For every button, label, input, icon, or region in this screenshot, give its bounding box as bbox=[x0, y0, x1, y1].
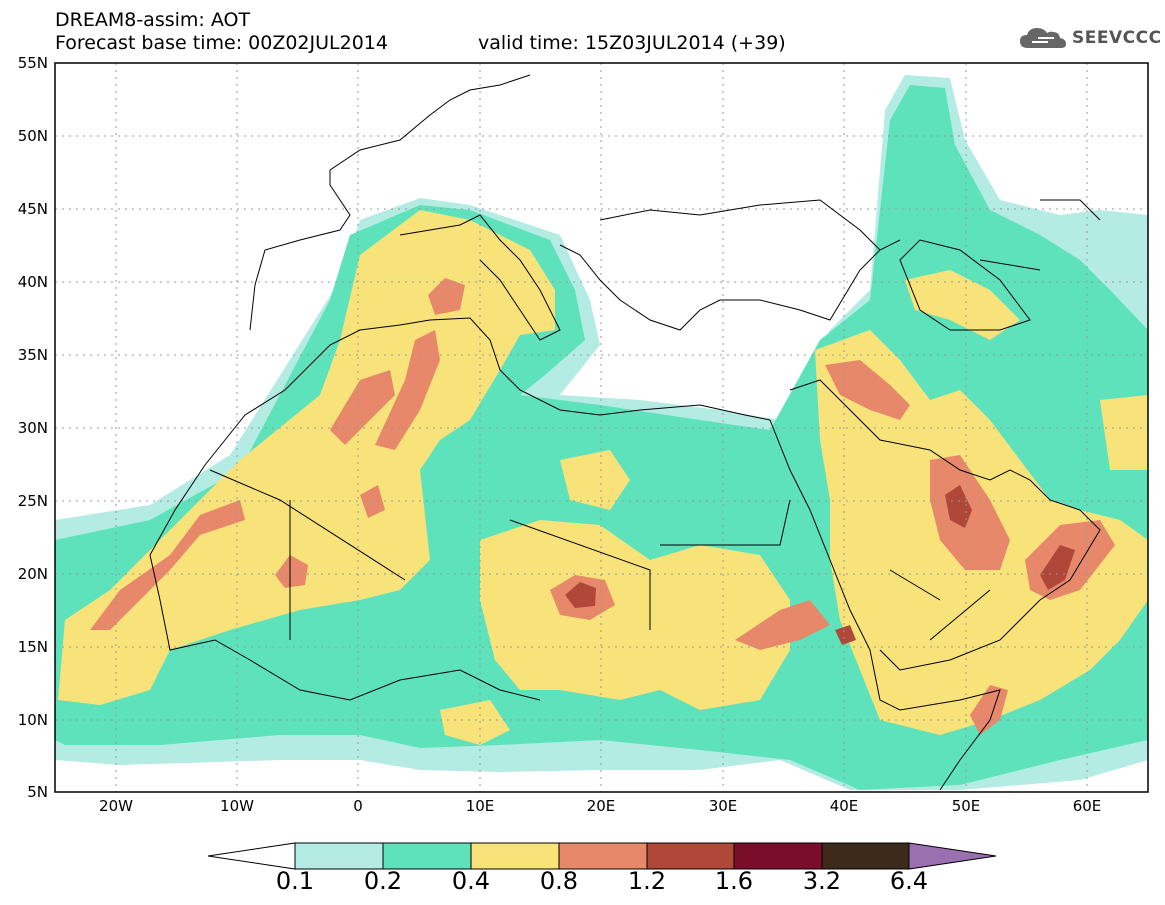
lon-tick-label: 50E bbox=[951, 797, 981, 815]
lat-tick-label: 25N bbox=[17, 492, 48, 510]
cloud-icon bbox=[1020, 28, 1066, 48]
aot-region-0.8 bbox=[330, 370, 395, 445]
aot-region-0.4 bbox=[1100, 395, 1148, 470]
lat-tick-label: 20N bbox=[17, 565, 48, 583]
coastlines bbox=[149, 74, 1101, 791]
lat-tick-label: 35N bbox=[17, 346, 48, 364]
lat-tick-label: 45N bbox=[17, 200, 48, 218]
lon-tick-label: 0 bbox=[353, 797, 363, 815]
aot-region-0.8 bbox=[375, 330, 440, 450]
colorbar-over-arrow bbox=[908, 842, 997, 870]
lon-tick-label: 60E bbox=[1072, 797, 1102, 815]
lat-tick-label: 30N bbox=[17, 419, 48, 437]
lat-tick-label: 40N bbox=[17, 273, 48, 291]
aot-region-0.8 bbox=[428, 278, 465, 315]
aot-region-0.8 bbox=[970, 685, 1008, 735]
seevccc-logo: SEEVCCC bbox=[1018, 24, 1162, 52]
aot-region-1.2 bbox=[945, 485, 972, 528]
aot-region-0.8 bbox=[275, 555, 308, 588]
lat-tick-label: 10N bbox=[17, 711, 48, 729]
aot-region-0.4 bbox=[905, 270, 1020, 340]
colorbar-swatch bbox=[558, 842, 648, 870]
valid-time: valid time: 15Z03JUL2014 (+39) bbox=[478, 32, 786, 54]
gridlines bbox=[55, 63, 1148, 792]
aot-region-0.8 bbox=[90, 500, 245, 630]
lon-tick-label: 20E bbox=[586, 797, 616, 815]
lon-tick-label: 30E bbox=[708, 797, 738, 815]
aot-region-0.8 bbox=[735, 600, 830, 650]
colorbar-label: 1.6 bbox=[714, 867, 754, 895]
colorbar-label: 0.2 bbox=[363, 867, 403, 895]
colorbar-label: 3.2 bbox=[802, 867, 842, 895]
aot-region-1.2 bbox=[1040, 545, 1075, 590]
forecast-base-time: Forecast base time: 00Z02JUL2014 bbox=[55, 32, 388, 54]
map-frame bbox=[54, 62, 1149, 793]
colorbar-swatch bbox=[733, 842, 823, 870]
map-title: DREAM8-assim: AOT bbox=[55, 9, 251, 31]
logo-text: SEEVCCC bbox=[1072, 28, 1162, 48]
lat-tick-label: 15N bbox=[17, 638, 48, 656]
aot-region-0.8 bbox=[360, 485, 385, 518]
aot-region-0.8 bbox=[825, 360, 910, 420]
lon-tick-label: 10W bbox=[220, 797, 254, 815]
colorbar-label: 6.4 bbox=[889, 867, 929, 895]
colorbar-swatch bbox=[821, 842, 910, 870]
lat-tick-label: 55N bbox=[17, 54, 48, 72]
colorbar-swatch bbox=[470, 842, 560, 870]
aot-region-0.4 bbox=[560, 450, 630, 510]
aot-region-0.4 bbox=[480, 520, 790, 710]
colorbar-label: 1.2 bbox=[627, 867, 667, 895]
colorbar-under-arrow bbox=[207, 842, 296, 870]
colorbar-label: 0.4 bbox=[451, 867, 491, 895]
colorbar-label: 0.1 bbox=[275, 867, 315, 895]
aot-region-1.2 bbox=[835, 625, 856, 645]
colorbar-label: 0.8 bbox=[539, 867, 579, 895]
colorbar-swatch bbox=[294, 842, 384, 870]
lon-tick-label: 40E bbox=[829, 797, 859, 815]
aot-region-1.2 bbox=[565, 582, 596, 608]
lon-tick-label: 20W bbox=[99, 797, 133, 815]
lon-tick-label: 10E bbox=[465, 797, 495, 815]
aot-region-0.4 bbox=[440, 700, 510, 745]
colorbar-swatch bbox=[646, 842, 735, 870]
lat-tick-label: 50N bbox=[17, 127, 48, 145]
lat-tick-label: 5N bbox=[27, 783, 48, 801]
colorbar-swatch bbox=[382, 842, 472, 870]
